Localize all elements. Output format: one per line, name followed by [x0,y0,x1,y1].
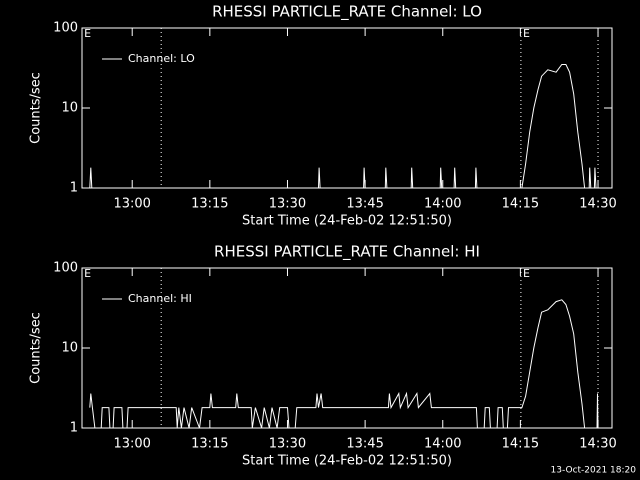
y-tick-label: 10 [61,101,78,116]
x-tick-label: 13:45 [346,437,383,452]
x-tick-label: 13:15 [191,197,228,212]
flag-label: E [84,27,91,40]
y-axis-label: Counts/sec [29,72,44,144]
data-line [89,64,598,189]
x-tick-label: 13:00 [113,437,150,452]
x-tick-label: 13:00 [113,197,150,212]
x-tick-label: 13:45 [346,197,383,212]
x-tick-label: 14:15 [502,197,539,212]
x-tick-label: 14:30 [579,437,616,452]
y-tick-label: 1 [70,421,78,436]
x-axis-label: Start Time (24-Feb-02 12:51:50) [242,214,452,229]
x-tick-label: 13:30 [269,197,306,212]
x-tick-label: 13:30 [269,437,306,452]
y-tick-label: 1 [70,181,78,196]
y-tick-label: 100 [53,21,78,36]
chart-title: RHESSI PARTICLE_RATE Channel: LO [212,3,482,22]
footer: 13-Oct-2021 18:20 [551,466,637,476]
y-axis-label: Counts/sec [29,312,44,384]
x-tick-label: 14:00 [424,197,461,212]
legend-label: Channel: LO [128,52,195,65]
x-tick-label: 14:30 [579,197,616,212]
flag-label: E [523,27,530,40]
y-tick-label: 10 [61,341,78,356]
x-tick-label: 14:15 [502,437,539,452]
x-tick-label: 13:15 [191,437,228,452]
y-tick-label: 100 [53,261,78,276]
x-tick-label: 14:00 [424,437,461,452]
x-axis-label: Start Time (24-Feb-02 12:51:50) [242,454,452,469]
flag-label: E [523,267,530,280]
chart-title: RHESSI PARTICLE_RATE Channel: HI [214,243,480,262]
data-line [89,299,599,429]
legend-label: Channel: HI [128,292,192,305]
flag-label: E [84,267,91,280]
